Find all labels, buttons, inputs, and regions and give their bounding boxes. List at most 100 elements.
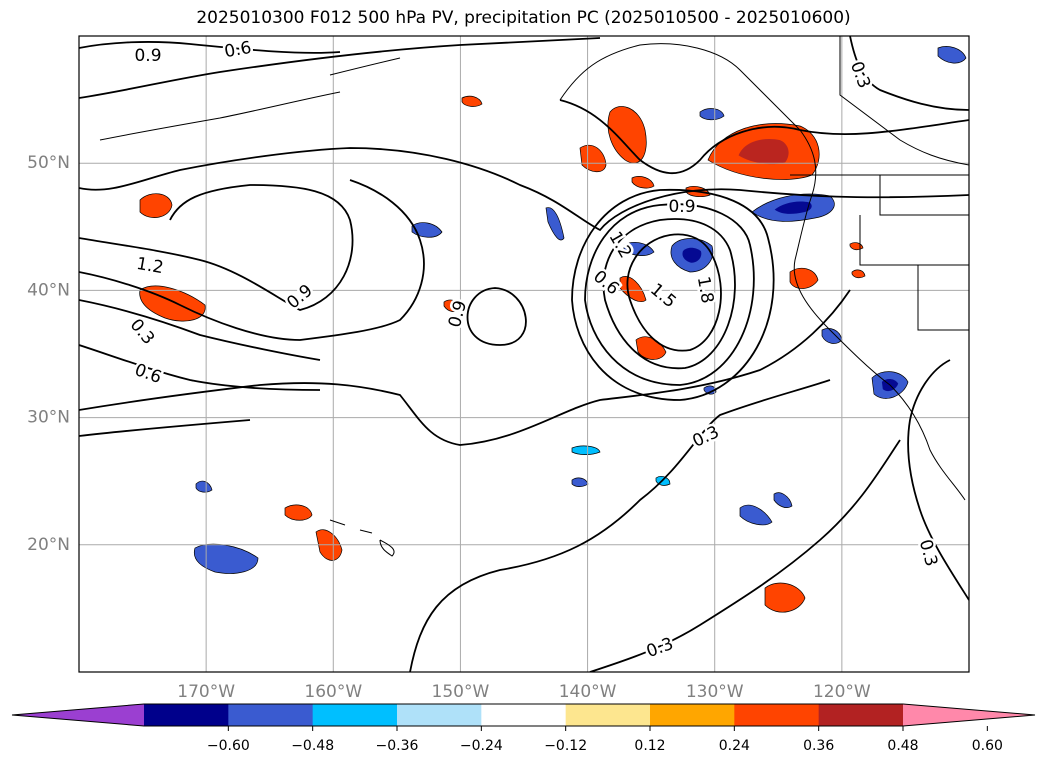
colorbar-tick-label-7: 0.36 [803,738,834,754]
pv-contour-13 [571,188,775,401]
precip-deficit-pv-low-core [682,247,702,263]
colorbar-tick-label-9: 0.60 [972,738,1003,754]
alaska-peninsula [329,57,401,76]
x-tick-label-1: 160°W [304,682,362,702]
pv-contour-label-8: 0.9 [668,197,695,217]
colorbar-segment-3 [397,704,482,726]
precip-deficit-hawaii-west [193,543,259,574]
precip-deficit-small-7 [703,385,717,395]
pv-contour-16 [589,439,901,672]
state-border-1 [879,175,969,216]
colorbar-extend-low [12,704,144,726]
pv-contour-10 [626,233,722,352]
pv-contour-label-10: 0.6 [589,267,623,300]
colorbar-tick-label-1: −0.48 [291,738,334,754]
precip-deficit-calif [821,328,843,344]
pv-contour-4 [79,179,425,341]
x-tick-label-0: 170°W [177,682,235,702]
colorbar: −0.60 −0.48 −0.36 −0.24 −0.12 0.12 0.24 0.36 0.4… [11,703,1036,754]
colorbar-tick-label-5: 0.12 [634,738,665,754]
x-tick-label-5: 120°W [813,682,871,702]
precip-anomaly-gulf-alaska [607,106,647,164]
pv-contour-label-6: 0.6 [132,360,164,388]
y-tick-label-2: 30°N [27,408,70,428]
precip-deficit-subtropics [739,504,773,526]
precip-anomaly-small-7 [851,269,866,279]
alaska-border [839,36,969,166]
colorbar-tick-label-6: 0.24 [719,738,750,754]
pv-contour-11 [602,218,736,370]
coastline-north-america [559,43,966,501]
precip-deficit-canada [937,46,967,64]
colorbar-segment-4 [481,704,567,726]
precip-deficit-small-5 [571,477,589,487]
hawaiian-islands [329,519,395,557]
pv-contour-15 [409,379,831,672]
pv-contour-label-15: 0.3 [915,537,941,568]
precip-deficit-small-4 [195,480,213,493]
precip-anomaly-small [579,144,607,173]
precip-deficit-small-8 [699,108,725,121]
colorbar-segment-6 [650,704,735,726]
y-tick-label-0: 50°N [27,153,70,173]
pv-contour-9 [466,287,527,346]
colorbar-tick-label-3: −0.24 [460,738,503,754]
colorbar-segment-0 [144,704,229,726]
pv-contour-label-0: 0.9 [134,46,161,66]
state-border-2 [859,215,969,266]
precip-anomaly-small-2 [631,176,655,189]
page-title: 2025010300 F012 500 hPa PV, precipitatio… [196,8,851,28]
pv-contour-5 [79,299,321,361]
pv-contour-2 [79,147,969,232]
x-tick-label-3: 140°W [559,682,617,702]
pv-contour-label-1: 0.6 [223,38,253,62]
precip-anomaly-small-6 [849,242,864,251]
colorbar-outline [11,703,1036,727]
colorbar-extend-high [903,704,1035,726]
map-area: 0.9 0.60.31.20.90.30.60.90.91.20.6 1.5 1.80… [79,36,969,672]
pv-contour-0 [79,41,341,54]
pv-contour-label-11: 1.5 [646,280,680,313]
state-border-3 [917,265,969,331]
pv-contour-label-12: 1.8 [693,275,717,305]
precip-anomaly-bc-coast-core [738,138,789,165]
precip-deficit-small [545,207,565,241]
y-tick-label-1: 40°N [27,280,70,300]
pv-contour-label-4: 0.9 [283,281,317,314]
colorbar-segment-1 [228,704,314,726]
pv-contour-label-3: 1.2 [135,254,165,278]
pv-contour-7 [79,289,851,446]
precip-anomaly-hawaii-west [284,504,313,521]
pv-contour-18 [849,36,969,111]
colorbar-segment-2 [312,704,398,726]
pv-contour-label-5: 0.3 [126,315,159,349]
x-tick-label-4: 130°W [686,682,744,702]
map-frame [78,35,970,673]
colorbar-segment-5 [565,704,651,726]
pv-contour-label-13: 0.3 [690,422,723,452]
precip-anomaly-dateline-north [139,193,173,218]
colorbar-tick-label-4: −0.12 [544,738,587,754]
pv-contour-1 [79,37,601,99]
colorbar-tick-label-0: −0.60 [207,738,250,754]
pv-contour-14 [559,99,969,175]
pv-contour-label-2: 0.3 [846,59,874,91]
precip-anomaly-40n [619,276,647,302]
pv-contour-6 [79,344,321,391]
precip-deficit-small-3 [571,445,601,455]
precip-deficit-small-6 [773,492,793,508]
pv-contour-label-14: 0.3 [644,634,676,662]
aleutian-islands [99,91,341,141]
colorbar-tick-label-2: −0.36 [376,738,419,754]
precip-anomaly-subtropics [764,582,806,613]
pv-contour-8 [79,419,251,437]
pv-contour-3 [79,184,354,311]
y-tick-label-3: 20°N [27,535,70,555]
colorbar-segment-7 [734,704,820,726]
precip-deficit-oregon-core [774,201,812,214]
pv-contour-12 [584,203,755,386]
colorbar-segment-8 [818,704,904,726]
colorbar-tick-label-8: 0.48 [887,738,918,754]
x-tick-label-2: 150°W [432,682,490,702]
